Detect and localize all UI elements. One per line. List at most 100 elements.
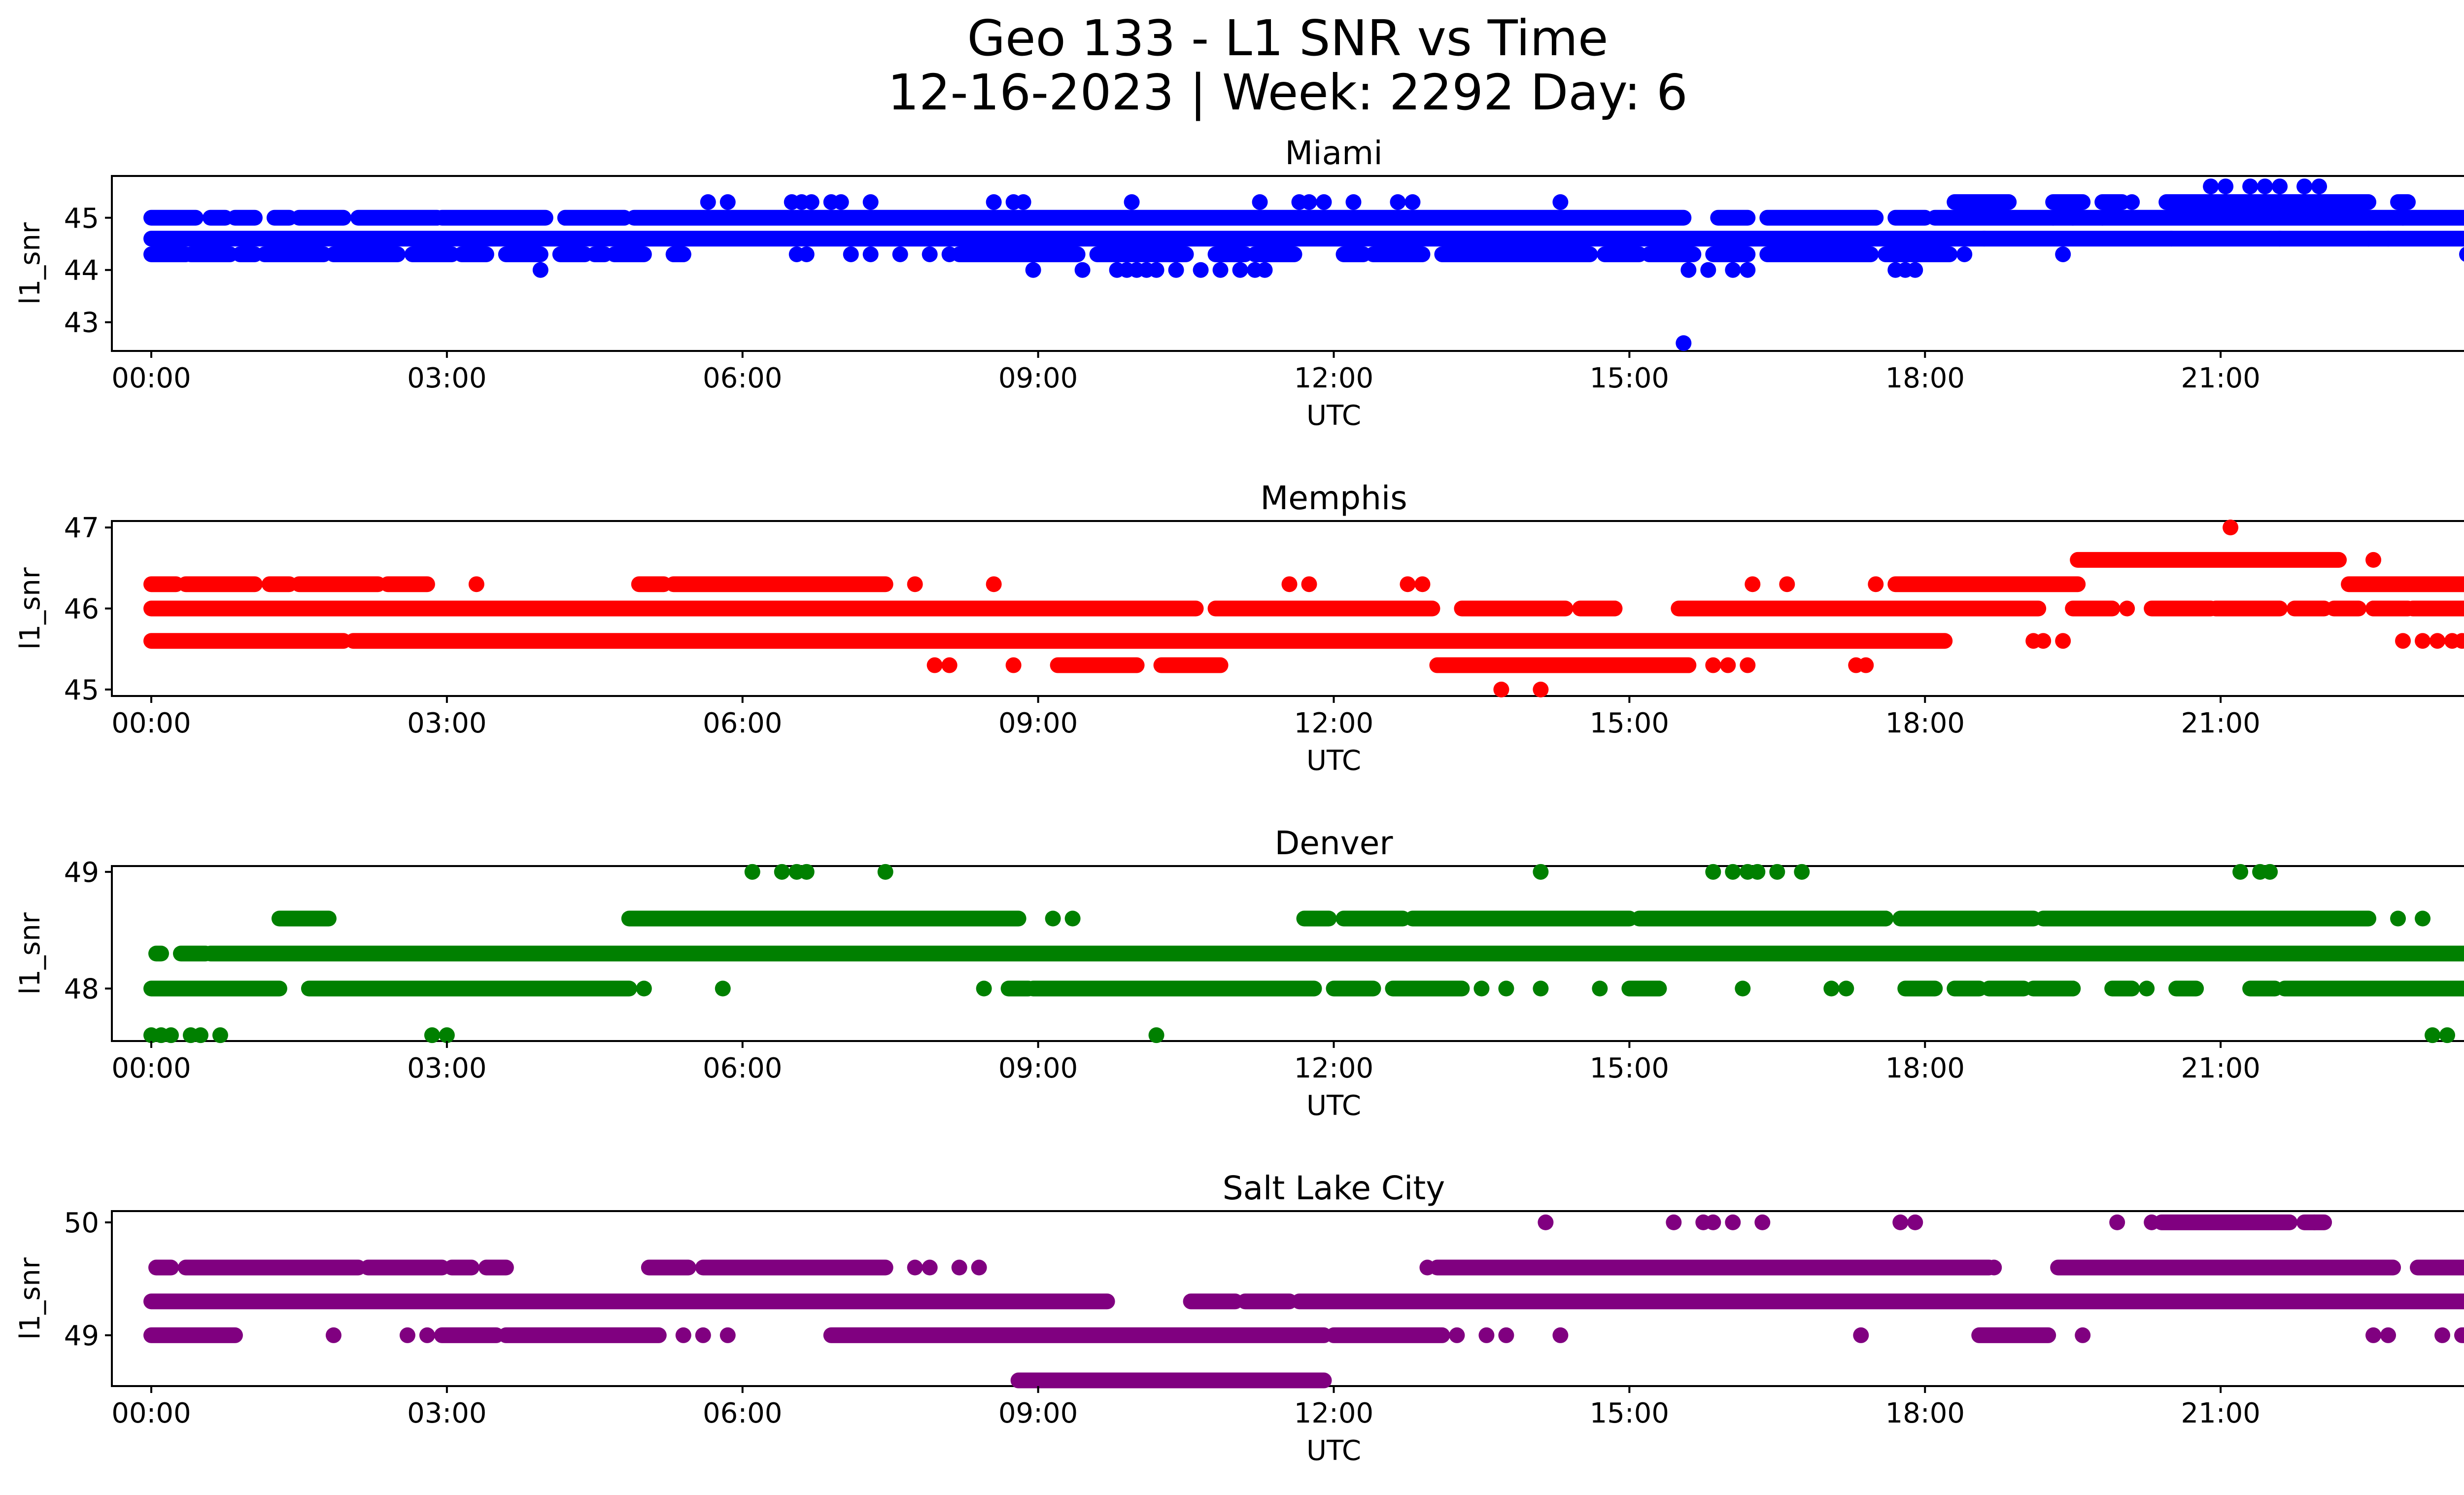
data-point <box>1498 1327 1514 1343</box>
data-point <box>1907 262 1923 278</box>
data-point <box>1232 262 1248 278</box>
data-point <box>1552 194 1569 210</box>
data-point <box>1301 576 1317 592</box>
data-point-run <box>2242 980 2283 997</box>
data-point-run <box>552 246 593 262</box>
data-point <box>1252 194 1268 210</box>
data-point-run <box>143 209 204 226</box>
data-point-run <box>586 246 613 262</box>
data-point <box>1878 910 1894 927</box>
data-point <box>675 246 691 262</box>
x-tick-label: 09:00 <box>998 707 1078 739</box>
x-axis-label: UTC <box>1306 1090 1361 1122</box>
data-point-run <box>1183 1293 1243 1310</box>
data-point-run <box>2277 980 2464 997</box>
data-point-run <box>143 246 194 262</box>
y-axis-label: l1_snr <box>14 567 46 650</box>
data-point <box>922 1259 938 1276</box>
data-point <box>892 246 908 262</box>
data-point <box>1345 194 1362 210</box>
subplot: Denver 00:00 03:00 06:00 09:00 12:00 15:00 18:0… <box>14 824 2464 1122</box>
data-point <box>971 1259 987 1276</box>
x-axis-label: UTC <box>1306 745 1361 777</box>
data-point <box>2262 864 2278 880</box>
data-point <box>2459 247 2464 262</box>
data-point-run <box>1207 246 1253 262</box>
data-point-run <box>1429 1259 1997 1276</box>
x-tick-label: 21:00 <box>2181 1052 2260 1084</box>
data-point-run <box>434 209 553 226</box>
data-point-run <box>143 633 351 649</box>
x-tick-label: 15:00 <box>1590 707 1669 739</box>
data-point-run <box>2390 194 2416 210</box>
data-point-run <box>291 576 386 592</box>
data-point <box>1868 576 1884 592</box>
data-point <box>1956 246 1973 262</box>
data-point-run <box>2050 1259 2401 1276</box>
data-point-run <box>143 231 2464 247</box>
y-tick-label: 49 <box>64 857 99 889</box>
data-point-run <box>266 209 297 226</box>
data-point-run <box>1947 980 1987 997</box>
data-point <box>2045 209 2061 226</box>
data-point <box>2296 178 2313 195</box>
data-point <box>2415 910 2431 927</box>
data-point <box>163 1027 179 1043</box>
data-point-run <box>2326 600 2367 617</box>
x-tick-label: 09:00 <box>998 1052 1078 1084</box>
x-tick-label: 00:00 <box>111 362 191 394</box>
data-point <box>2075 1327 2091 1343</box>
data-point <box>192 1027 208 1043</box>
data-point <box>2361 231 2377 247</box>
data-point <box>2232 864 2249 880</box>
data-point <box>1015 194 1031 210</box>
data-point <box>1794 864 1810 880</box>
x-tick-label: 15:00 <box>1590 362 1669 394</box>
data-point <box>1306 910 1322 927</box>
data-point <box>2439 1027 2456 1043</box>
x-tick-label: 09:00 <box>998 362 1078 394</box>
data-point-run <box>1892 910 2042 927</box>
y-axis-label: l1_snr <box>14 912 46 995</box>
data-point <box>2390 910 2406 927</box>
data-point <box>2415 633 2431 649</box>
data-point-run <box>1597 246 1647 262</box>
data-point <box>1892 1214 1909 1230</box>
data-point-run <box>360 1259 450 1276</box>
data-point-run <box>143 980 287 997</box>
data-point <box>2425 1027 2441 1043</box>
data-point <box>2380 231 2396 247</box>
data-point-run <box>1291 1293 2464 1310</box>
data-point <box>2055 246 2071 262</box>
data-point-run <box>2208 600 2288 617</box>
data-point-run <box>202 209 233 226</box>
data-point <box>2139 980 2155 997</box>
data-point-run <box>665 576 893 592</box>
data-point-run <box>143 1327 243 1343</box>
y-tick-label: 45 <box>64 674 99 706</box>
data-point <box>2055 633 2071 649</box>
data-point <box>1498 980 1514 997</box>
data-point-run <box>2035 910 2377 927</box>
data-point-run <box>172 945 213 962</box>
data-point-run <box>1454 600 1574 617</box>
data-point-run <box>478 1259 514 1276</box>
data-point <box>2380 1327 2396 1343</box>
data-point <box>212 1027 228 1043</box>
data-point-run <box>1237 1293 1298 1310</box>
y-tick-label: 46 <box>64 593 99 626</box>
y-tick-label: 43 <box>64 307 99 339</box>
data-point <box>1735 980 1751 997</box>
subplot-title: Salt Lake City <box>1223 1169 1445 1207</box>
data-point-run <box>1671 600 2047 617</box>
data-point <box>1419 1259 1436 1276</box>
data-point <box>1976 231 1992 247</box>
x-tick-label: 21:00 <box>2181 707 2260 739</box>
data-point-run <box>1927 209 2464 226</box>
data-point-run <box>606 246 652 262</box>
data-point <box>1986 1259 2002 1276</box>
data-point-run <box>2094 194 2130 210</box>
x-tick-label: 18:00 <box>1885 1397 1965 1429</box>
data-point-run <box>2287 600 2332 617</box>
data-point-run <box>2405 600 2464 617</box>
